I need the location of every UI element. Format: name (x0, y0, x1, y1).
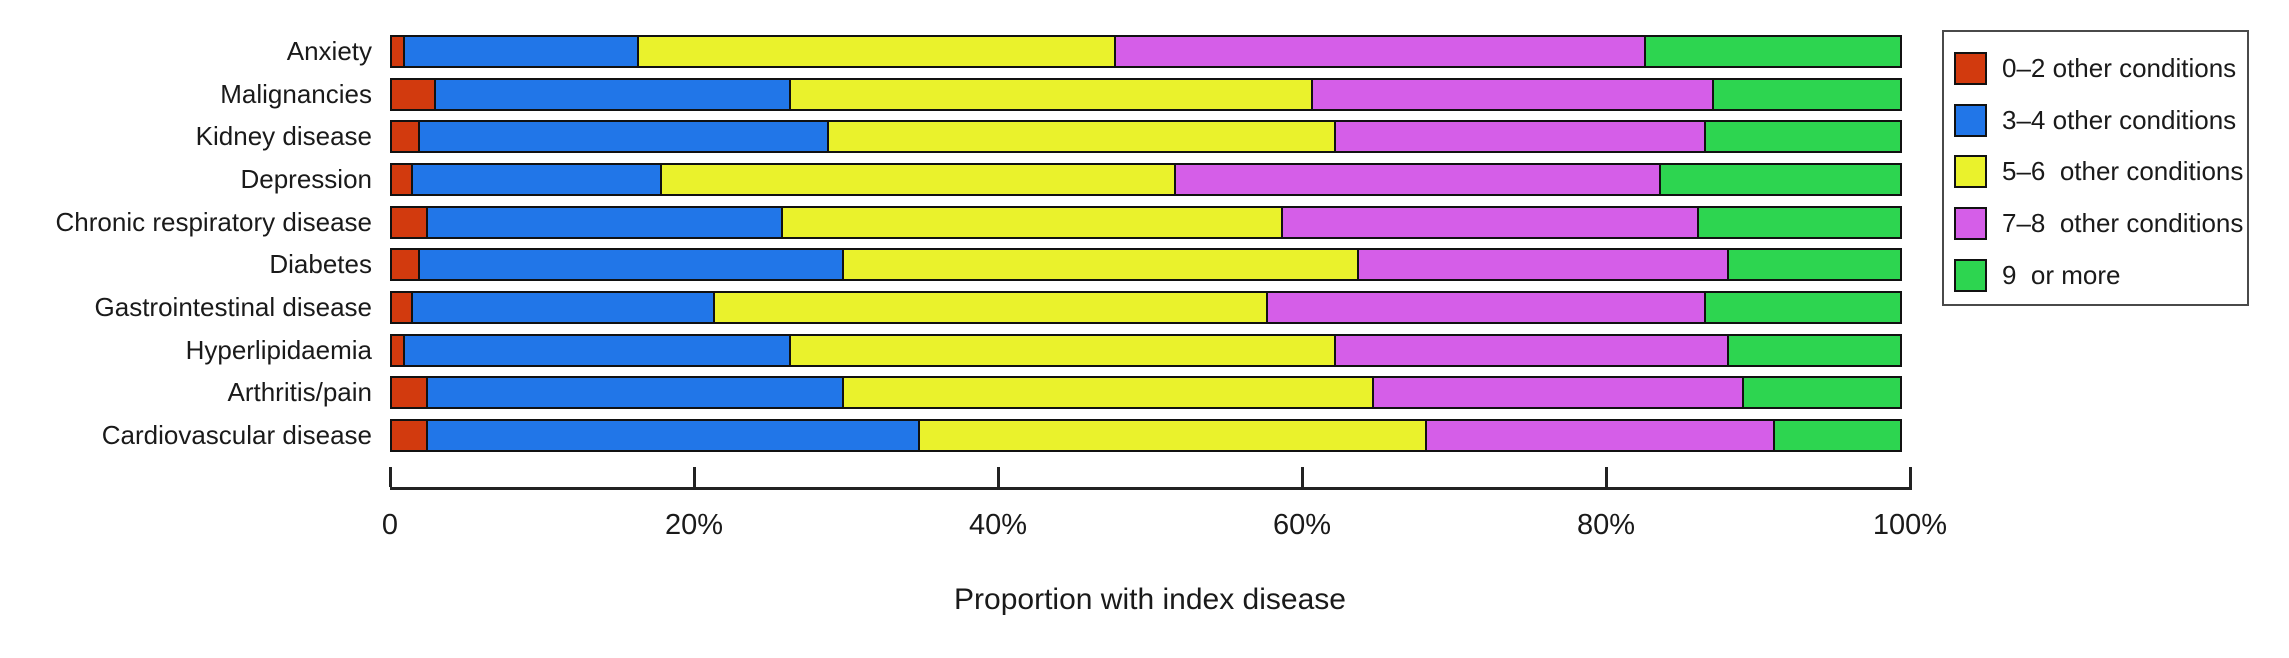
bar-segment-hyperlipidaemia-9-or-more (1727, 334, 1902, 367)
bar-segment-hyperlipidaemia-3-4-other-conditions (403, 334, 791, 367)
bar-segment-malignancies-3-4-other-conditions (433, 78, 791, 111)
bar-row-malignancies (390, 78, 1910, 111)
legend-label-5-6-other-conditions: 5–6 other conditions (2002, 156, 2244, 187)
bar-row-kidney-disease (390, 120, 1910, 153)
bar-segment-diabetes-0-2-other-conditions (390, 248, 421, 281)
x-tick-100 (1908, 467, 1912, 487)
bar-segment-arthritis-pain-3-4-other-conditions (426, 376, 844, 409)
bar-segment-gastrointestinal-disease-9-or-more (1704, 291, 1902, 324)
bar-segment-kidney-disease-0-2-other-conditions (390, 120, 421, 153)
bar-segment-cardiovascular-disease-0-2-other-conditions (390, 419, 428, 452)
legend-item-7-8-other-conditions: 7–8 other conditions (1954, 207, 2244, 241)
category-label-diabetes: Diabetes (269, 249, 372, 279)
x-tick-60 (1300, 467, 1304, 487)
category-label-hyperlipidaemia: Hyperlipidaemia (185, 335, 372, 365)
bar-row-chronic-respiratory-disease (390, 206, 1910, 239)
x-tick-label-60: 60% (1272, 509, 1332, 541)
category-label-chronic-respiratory-disease: Chronic respiratory disease (55, 207, 372, 237)
x-tick-40 (996, 467, 1000, 487)
bar-segment-hyperlipidaemia-5-6-other-conditions (788, 334, 1336, 367)
x-tick-label-80: 80% (1576, 509, 1636, 541)
x-tick-label-40: 40% (968, 509, 1028, 541)
x-axis-line (390, 487, 1912, 490)
bar-row-depression (390, 163, 1910, 196)
category-label-malignancies: Malignancies (220, 79, 372, 109)
bar-row-hyperlipidaemia (390, 334, 1910, 367)
category-label-cardiovascular-disease: Cardiovascular disease (101, 420, 372, 450)
x-tick-label-100: 100% (1872, 509, 1948, 541)
bar-row-gastrointestinal-disease (390, 291, 1910, 324)
x-tick-label-20: 20% (664, 509, 724, 541)
category-label-gastrointestinal-disease: Gastrointestinal disease (94, 292, 372, 322)
legend-item-0-2-other-conditions: 0–2 other conditions (1954, 52, 2236, 85)
bar-segment-kidney-disease-3-4-other-conditions (418, 120, 829, 153)
bar-row-arthritis-pain (390, 376, 1910, 409)
bar-segment-diabetes-5-6-other-conditions (841, 248, 1359, 281)
bar-segment-chronic-respiratory-disease-9-or-more (1696, 206, 1902, 239)
legend-swatch-0-2-other-conditions (1954, 52, 1987, 85)
bar-segment-cardiovascular-disease-3-4-other-conditions (426, 419, 920, 452)
legend-label-3-4-other-conditions: 3–4 other conditions (2002, 104, 2237, 135)
bar-segment-gastrointestinal-disease-3-4-other-conditions (410, 291, 715, 324)
legend-item-9-or-more: 9 or more (1954, 258, 2121, 292)
bar-segment-depression-7-8-other-conditions (1174, 163, 1661, 196)
legend-label-7-8-other-conditions: 7–8 other conditions (2002, 208, 2244, 239)
bar-segment-kidney-disease-5-6-other-conditions (826, 120, 1336, 153)
bar-segment-malignancies-5-6-other-conditions (788, 78, 1314, 111)
x-tick-label-0: 0 (381, 509, 399, 541)
bar-segment-chronic-respiratory-disease-0-2-other-conditions (390, 206, 428, 239)
bar-segment-cardiovascular-disease-9-or-more (1772, 419, 1902, 452)
legend-box: 0–2 other conditions 3–4 other conditions… (1942, 30, 2249, 306)
x-tick-80 (1604, 467, 1608, 487)
bar-row-cardiovascular-disease (390, 419, 1910, 452)
bar-segment-kidney-disease-9-or-more (1704, 120, 1902, 153)
bar-segment-arthritis-pain-5-6-other-conditions (842, 376, 1374, 409)
category-label-depression: Depression (240, 164, 372, 194)
x-axis-title: Proportion with index disease (954, 583, 1346, 616)
bar-segment-anxiety-9-or-more (1643, 35, 1902, 68)
bar-segment-arthritis-pain-9-or-more (1742, 376, 1902, 409)
bar-segment-diabetes-9-or-more (1727, 248, 1902, 281)
bar-segment-malignancies-7-8-other-conditions (1311, 78, 1714, 111)
bar-row-anxiety (390, 35, 1910, 68)
bar-segment-malignancies-9-or-more (1711, 78, 1902, 111)
bar-segment-chronic-respiratory-disease-5-6-other-conditions (781, 206, 1283, 239)
bar-segment-diabetes-3-4-other-conditions (418, 248, 844, 281)
bar-segment-gastrointestinal-disease-7-8-other-conditions (1265, 291, 1707, 324)
bar-segment-arthritis-pain-0-2-other-conditions (390, 376, 428, 409)
x-tick-0 (388, 467, 392, 487)
bar-segment-chronic-respiratory-disease-3-4-other-conditions (426, 206, 784, 239)
bar-segment-anxiety-3-4-other-conditions (403, 35, 639, 68)
bar-segment-anxiety-7-8-other-conditions (1113, 35, 1646, 68)
bar-segment-cardiovascular-disease-7-8-other-conditions (1425, 419, 1775, 452)
bar-segment-depression-0-2-other-conditions (390, 163, 413, 196)
legend-swatch-3-4-other-conditions (1954, 103, 1987, 137)
bar-segment-hyperlipidaemia-7-8-other-conditions (1333, 334, 1730, 367)
bar-segment-diabetes-7-8-other-conditions (1356, 248, 1730, 281)
category-label-anxiety: Anxiety (286, 36, 372, 66)
legend-label-9-or-more: 9 or more (2002, 259, 2121, 290)
category-label-kidney-disease: Kidney disease (195, 121, 372, 151)
category-label-arthritis-pain: Arthritis/pain (227, 377, 373, 407)
bar-segment-depression-9-or-more (1658, 163, 1902, 196)
bar-segment-gastrointestinal-disease-0-2-other-conditions (390, 291, 413, 324)
legend-swatch-7-8-other-conditions (1954, 207, 1987, 241)
bar-segment-kidney-disease-7-8-other-conditions (1333, 120, 1707, 153)
bar-segment-anxiety-5-6-other-conditions (636, 35, 1116, 68)
legend-swatch-9-or-more (1954, 258, 1987, 292)
bar-segment-chronic-respiratory-disease-7-8-other-conditions (1280, 206, 1699, 239)
bar-segment-cardiovascular-disease-5-6-other-conditions (918, 419, 1428, 452)
legend-label-0-2-other-conditions: 0–2 other conditions (2002, 53, 2237, 83)
bar-segment-malignancies-0-2-other-conditions (390, 78, 436, 111)
legend-swatch-5-6-other-conditions (1954, 155, 1987, 189)
x-tick-20 (692, 467, 696, 487)
bar-segment-gastrointestinal-disease-5-6-other-conditions (712, 291, 1268, 324)
bar-segment-depression-3-4-other-conditions (410, 163, 662, 196)
bar-segment-depression-5-6-other-conditions (659, 163, 1177, 196)
legend-item-5-6-other-conditions: 5–6 other conditions (1954, 155, 2244, 189)
legend-item-3-4-other-conditions: 3–4 other conditions (1954, 103, 2237, 137)
bar-segment-arthritis-pain-7-8-other-conditions (1372, 376, 1745, 409)
bar-row-diabetes (390, 248, 1910, 281)
